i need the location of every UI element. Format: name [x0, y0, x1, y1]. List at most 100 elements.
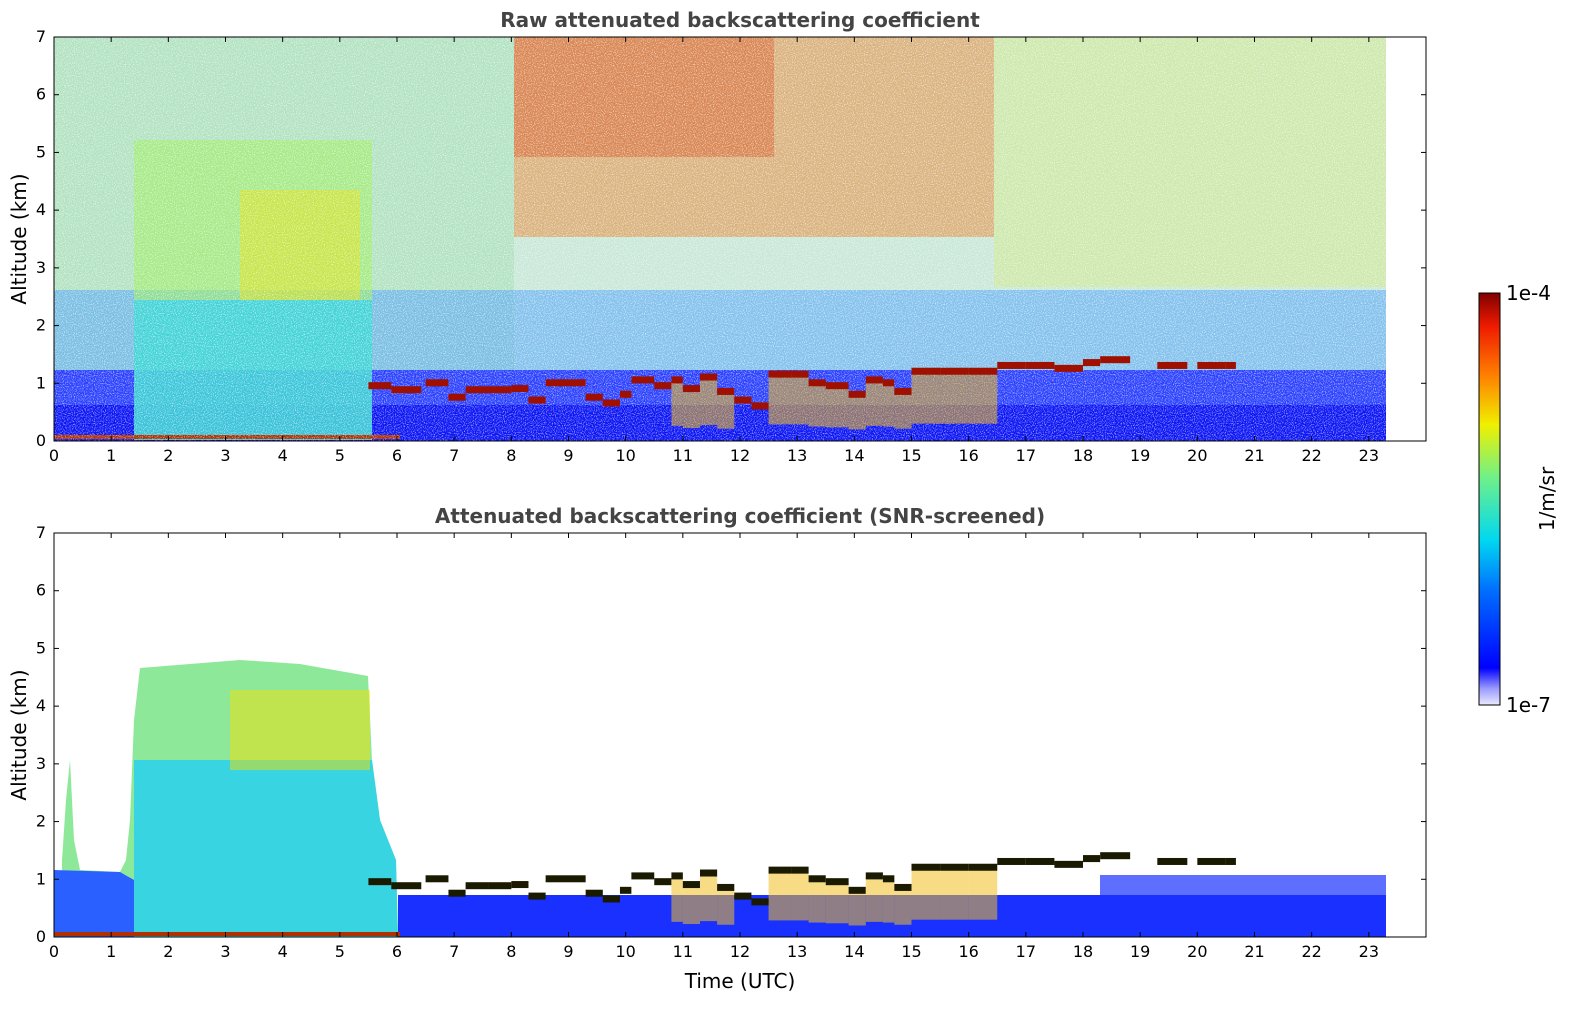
xtick-label: 2	[163, 446, 173, 465]
xtick-label: 5	[335, 942, 345, 961]
cloud-segment	[465, 882, 489, 890]
xtick-label: 23	[1359, 942, 1379, 961]
cloud-segment	[1157, 857, 1188, 865]
cloud-segment	[528, 892, 546, 900]
xtick-label: 7	[449, 942, 459, 961]
virga-streak	[882, 879, 895, 923]
cloud-segment	[602, 399, 620, 407]
cloud-segment	[768, 866, 792, 874]
xtick-label: 22	[1301, 942, 1321, 961]
virga-streak	[808, 879, 826, 923]
screened-cloud-layer	[368, 852, 1236, 926]
panel-screened-heatmap	[54, 660, 1386, 937]
cloud-segment	[911, 367, 941, 375]
colorbar-gradient	[1478, 292, 1501, 706]
xtick-label: 6	[392, 942, 402, 961]
virga-streak	[717, 391, 735, 429]
cloud-segment	[865, 872, 883, 880]
cloud-segment	[751, 402, 763, 410]
xtick-label: 19	[1130, 446, 1150, 465]
cloud-segment	[568, 379, 586, 387]
xtick-label: 21	[1244, 942, 1264, 961]
cloud-segment	[568, 875, 586, 883]
xtick-label: 8	[506, 942, 516, 961]
ytick-label: 7	[36, 523, 46, 542]
ytick-label: 5	[36, 638, 46, 657]
ytick-label: 0	[36, 927, 46, 946]
cloud-segment	[488, 882, 512, 890]
cloud-segment	[734, 396, 752, 404]
xtick-label: 11	[673, 446, 693, 465]
cloud-segment	[762, 402, 769, 410]
xtick-label: 1	[106, 942, 116, 961]
virga-streak	[882, 383, 895, 427]
virga-streak	[671, 380, 683, 426]
screened-aerosol-core	[230, 690, 370, 770]
cloud-segment	[448, 393, 466, 401]
cloud-segment	[940, 863, 969, 871]
ytick-label: 6	[36, 85, 46, 104]
cloud-segment	[654, 382, 672, 390]
cloud-segment	[391, 386, 422, 394]
virga-streak	[768, 870, 792, 921]
cloud-segment	[1025, 857, 1055, 865]
cloud-segment	[488, 386, 512, 394]
cloud-segment	[585, 393, 603, 401]
screened-surface-return	[54, 932, 400, 936]
cloud-segment	[762, 898, 769, 906]
xtick-label: 7	[449, 446, 459, 465]
xtick-label: 19	[1130, 942, 1150, 961]
cloud-segment	[545, 875, 569, 883]
ytick-label: 1	[36, 869, 46, 888]
xtick-label: 3	[220, 446, 230, 465]
cloud-segment	[602, 895, 620, 903]
xtick-label: 18	[1073, 446, 1093, 465]
cloud-segment	[511, 881, 529, 889]
panel-raw-ylabel: Altitude (km)	[7, 173, 31, 304]
virga-streak	[699, 873, 718, 922]
panel-screened-xlabel: Time (UTC)	[684, 969, 796, 993]
cloud-segment	[1054, 364, 1083, 372]
panel-screened-title: Attenuated backscattering coefficient (S…	[435, 504, 1045, 528]
panel-screened-axes: 0 1 2 3 4 5 6 7 8 9 10 11 12 13 14 15 16 17 18 19 20 21 22 2301…	[36, 523, 1426, 961]
colorbar-max-label: 1e-4	[1506, 281, 1551, 305]
colorbar-min-label: 1e-7	[1506, 693, 1551, 717]
cloud-segment	[968, 367, 998, 375]
xtick-label: 12	[730, 942, 750, 961]
ytick-label: 2	[36, 316, 46, 335]
xtick-label: 6	[392, 446, 402, 465]
cloud-segment	[682, 385, 700, 393]
ytick-label: 6	[36, 581, 46, 600]
virga-streak	[968, 867, 998, 920]
cloud-segment	[545, 379, 569, 387]
cloud-segment	[654, 878, 672, 886]
cloud-segment	[1083, 359, 1101, 367]
xtick-label: 5	[335, 446, 345, 465]
virga-streak	[894, 887, 912, 925]
cloud-segment	[1025, 361, 1055, 369]
xtick-label: 21	[1244, 446, 1264, 465]
ytick-label: 7	[36, 27, 46, 46]
xtick-label: 0	[49, 942, 59, 961]
cloud-segment	[717, 883, 735, 891]
panel-raw: Raw attenuated backscattering coefficien…	[7, 8, 1427, 465]
virga-streak	[682, 389, 700, 429]
virga-streak	[940, 371, 969, 424]
panel-screened-ylabel: Altitude (km)	[7, 669, 31, 800]
colorbar-unit-label: 1/m/sr	[1535, 466, 1559, 531]
raw-noise-speckle	[54, 37, 1386, 441]
virga-streak	[848, 394, 866, 430]
cloud-segment	[848, 886, 866, 894]
xtick-label: 1	[106, 446, 116, 465]
cloud-segment	[391, 882, 422, 890]
cloud-segment	[1197, 857, 1226, 865]
panel-raw-axes: 0 1 2 3 4 5 6 7 8 9 10 11 12 13 14 15 16 17 18 19 20 21 22 2301…	[36, 27, 1426, 465]
xtick-label: 13	[787, 942, 807, 961]
panel-raw-heatmap	[54, 37, 1386, 441]
cloud-segment	[631, 872, 655, 880]
xtick-label: 9	[563, 942, 573, 961]
xtick-label: 10	[615, 942, 635, 961]
panel-raw-title: Raw attenuated backscattering coefficien…	[500, 8, 980, 32]
ytick-label: 5	[36, 142, 46, 161]
